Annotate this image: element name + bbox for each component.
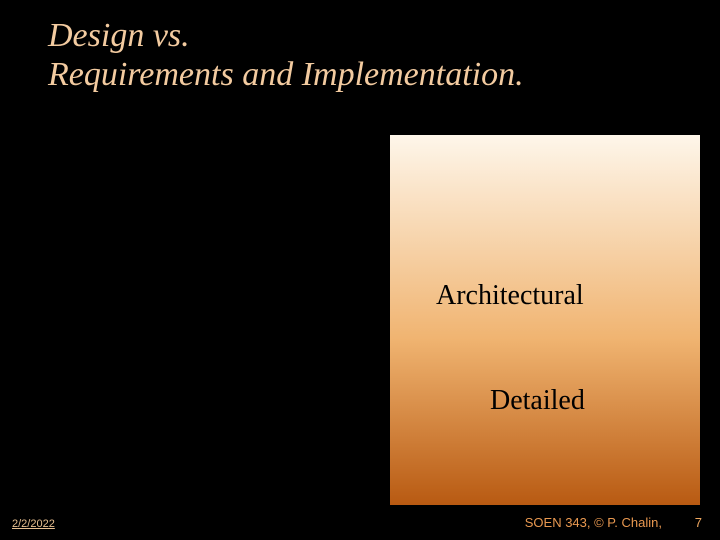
gradient-panel: [390, 135, 700, 505]
footer-page-number: 7: [695, 515, 702, 530]
label-detailed: Detailed: [490, 385, 585, 417]
title-line-2: Requirements and Implementation.: [48, 55, 524, 94]
slide-title: Design vs. Requirements and Implementati…: [48, 16, 524, 94]
footer-date: 2/2/2022: [12, 518, 55, 530]
label-implementation: Implementation: [108, 442, 323, 480]
label-design: Design: [271, 275, 367, 313]
label-requirements: Requirements: [148, 148, 337, 186]
footer-copyright: SOEN 343, © P. Chalin,: [525, 515, 662, 530]
title-line-1: Design vs.: [48, 16, 524, 55]
slide: Design vs. Requirements and Implementati…: [0, 0, 720, 540]
label-architectural: Architectural: [436, 280, 584, 312]
